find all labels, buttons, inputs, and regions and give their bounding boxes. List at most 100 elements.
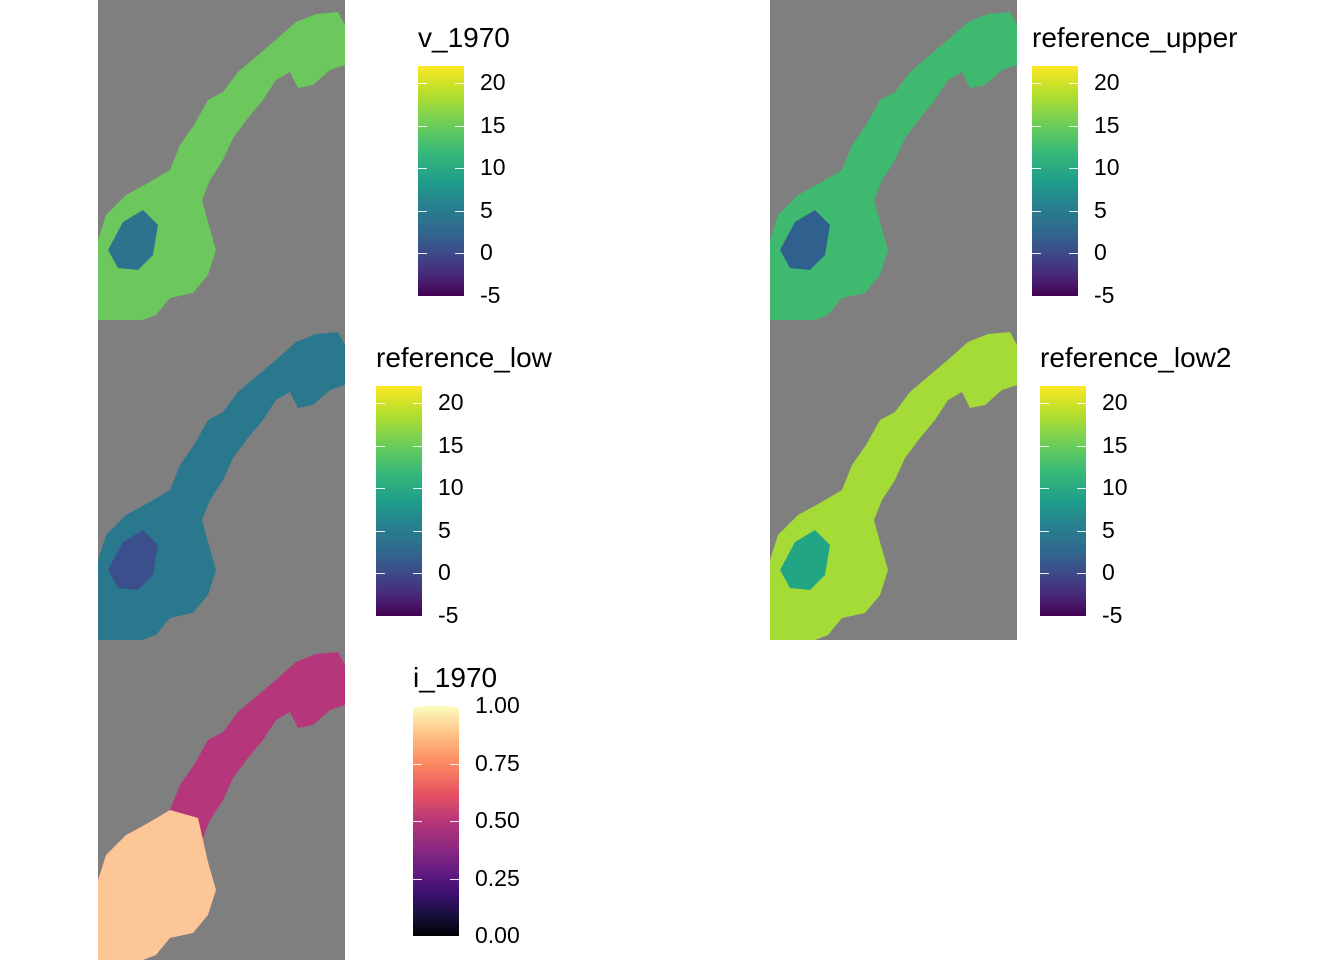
colorbar-tick-label: 0.25 bbox=[475, 864, 520, 891]
colorbar-tickmark bbox=[1032, 168, 1041, 170]
map-panel-v-1970: v_1970 20 15 10 5 0 -5 bbox=[98, 0, 538, 320]
colorbar-tick-label: 0 bbox=[1102, 559, 1115, 586]
colorbar-tick-label: -5 bbox=[1102, 602, 1123, 628]
colorbar-tickmark bbox=[1032, 210, 1041, 212]
colorbar-tickmark bbox=[1040, 573, 1049, 575]
colorbar-tickmark bbox=[450, 706, 459, 707]
colorbar-tick-label: 10 bbox=[438, 474, 464, 501]
legend-reference-upper: reference_upper 20 15 10 5 0 -5 bbox=[1032, 0, 1272, 320]
map-reference-upper bbox=[770, 0, 1017, 320]
colorbar-tickmark bbox=[1069, 253, 1078, 255]
colorbar bbox=[1032, 66, 1078, 296]
colorbar-tickmark bbox=[450, 936, 459, 937]
colorbar-tickmark bbox=[376, 403, 385, 405]
colorbar-tickmark bbox=[376, 445, 385, 447]
colorbar-tickmark bbox=[418, 125, 427, 127]
legend-reference-low: reference_low 20 15 10 5 0 -5 bbox=[376, 320, 586, 640]
map-i-1970 bbox=[98, 640, 345, 960]
colorbar-tickmark bbox=[1069, 210, 1078, 212]
colorbar-tickmark bbox=[413, 763, 422, 765]
colorbar-tickmark bbox=[1077, 530, 1086, 532]
colorbar-tick-label: 10 bbox=[480, 154, 506, 181]
colorbar-tickmark bbox=[450, 878, 459, 880]
colorbar bbox=[376, 386, 422, 616]
colorbar-tickmark bbox=[455, 168, 464, 170]
colorbar-tickmark bbox=[376, 530, 385, 532]
colorbar-tickmark bbox=[413, 488, 422, 490]
colorbar-tickmark bbox=[455, 253, 464, 255]
map-reference-low2 bbox=[770, 320, 1017, 640]
colorbar-tickmark bbox=[1077, 573, 1086, 575]
colorbar-tick-label: 15 bbox=[480, 111, 506, 138]
legend-title: reference_low bbox=[376, 342, 552, 373]
colorbar-tickmark bbox=[376, 488, 385, 490]
map-panel-reference-low: reference_low 20 15 10 5 0 -5 bbox=[98, 320, 578, 640]
colorbar-tickmark bbox=[418, 296, 427, 297]
colorbar-tick-label: -5 bbox=[1094, 282, 1115, 308]
legend-title: i_1970 bbox=[413, 662, 498, 693]
colorbar-tickmark bbox=[455, 210, 464, 212]
colorbar-tick-label: 0.75 bbox=[475, 749, 520, 776]
colorbar-tick-label: -5 bbox=[480, 282, 501, 308]
legend-title: reference_upper bbox=[1032, 22, 1238, 53]
colorbar-tick-label: 5 bbox=[480, 196, 493, 223]
colorbar-tick-label: -5 bbox=[438, 602, 459, 628]
colorbar-tickmark bbox=[1077, 616, 1086, 617]
norway-map-shape bbox=[770, 12, 1017, 320]
colorbar-tick-label: 20 bbox=[1102, 389, 1128, 416]
colorbar-tickmark bbox=[376, 616, 385, 617]
map-reference-low bbox=[98, 320, 345, 640]
colorbar-tickmark bbox=[418, 168, 427, 170]
colorbar-tick-label: 5 bbox=[438, 516, 451, 543]
norway-map-shape bbox=[98, 332, 345, 640]
colorbar-tickmark bbox=[418, 253, 427, 255]
legend-reference-low2: reference_low2 20 15 10 5 0 -5 bbox=[1040, 320, 1270, 640]
map-panel-reference-upper: reference_upper 20 15 10 5 0 -5 bbox=[770, 0, 1270, 320]
colorbar-tickmark bbox=[413, 573, 422, 575]
colorbar-tickmark bbox=[1077, 488, 1086, 490]
colorbar-tickmark bbox=[450, 763, 459, 765]
map-panel-reference-low2: reference_low2 20 15 10 5 0 -5 bbox=[770, 320, 1270, 640]
colorbar-tickmark bbox=[418, 210, 427, 212]
colorbar-tick-label: 10 bbox=[1102, 474, 1128, 501]
map-v-1970 bbox=[98, 0, 345, 320]
norway-map-shape bbox=[98, 12, 345, 320]
colorbar-tickmark bbox=[1069, 168, 1078, 170]
colorbar-tickmark bbox=[1077, 445, 1086, 447]
colorbar-tickmark bbox=[450, 821, 459, 822]
colorbar-tick-label: 10 bbox=[1094, 154, 1120, 181]
colorbar-tick-label: 20 bbox=[438, 389, 464, 416]
norway-map-shape bbox=[770, 332, 1017, 640]
legend-title: v_1970 bbox=[418, 22, 510, 53]
colorbar-tickmark bbox=[1032, 296, 1041, 297]
colorbar bbox=[1040, 386, 1086, 616]
legend-title: reference_low2 bbox=[1040, 342, 1232, 373]
colorbar-tickmark bbox=[1077, 403, 1086, 405]
colorbar-tickmark bbox=[1069, 296, 1078, 297]
colorbar-tickmark bbox=[418, 83, 427, 85]
colorbar-tickmark bbox=[1040, 530, 1049, 532]
colorbar-tickmark bbox=[455, 83, 464, 85]
colorbar-tickmark bbox=[455, 296, 464, 297]
map-panel-i-1970: i_1970 1.00 0.75 0.50 0.25 0.00 bbox=[98, 640, 538, 960]
legend-i-1970: i_1970 1.00 0.75 0.50 0.25 0.00 bbox=[413, 640, 543, 960]
legend-v-1970: v_1970 20 15 10 5 0 -5 bbox=[418, 0, 548, 320]
colorbar-tickmark bbox=[1032, 125, 1041, 127]
colorbar-tick-label: 15 bbox=[1102, 431, 1128, 458]
colorbar-tickmark bbox=[1032, 253, 1041, 255]
colorbar-tick-label: 20 bbox=[480, 69, 506, 96]
colorbar-tickmark bbox=[413, 403, 422, 405]
colorbar-tick-label: 5 bbox=[1102, 516, 1115, 543]
colorbar-tick-label: 15 bbox=[1094, 111, 1120, 138]
colorbar-tickmark bbox=[413, 936, 422, 937]
colorbar-tickmark bbox=[376, 573, 385, 575]
colorbar-tickmark bbox=[1040, 403, 1049, 405]
colorbar-tick-label: 0.50 bbox=[475, 807, 520, 833]
colorbar-tick-label: 5 bbox=[1094, 196, 1107, 223]
colorbar-tick-label: 0 bbox=[1094, 239, 1107, 266]
colorbar-tickmark bbox=[413, 706, 422, 707]
colorbar-tick-label: 15 bbox=[438, 431, 464, 458]
colorbar bbox=[418, 66, 464, 296]
colorbar-tick-label: 0 bbox=[438, 559, 451, 586]
colorbar-tickmark bbox=[1069, 83, 1078, 85]
